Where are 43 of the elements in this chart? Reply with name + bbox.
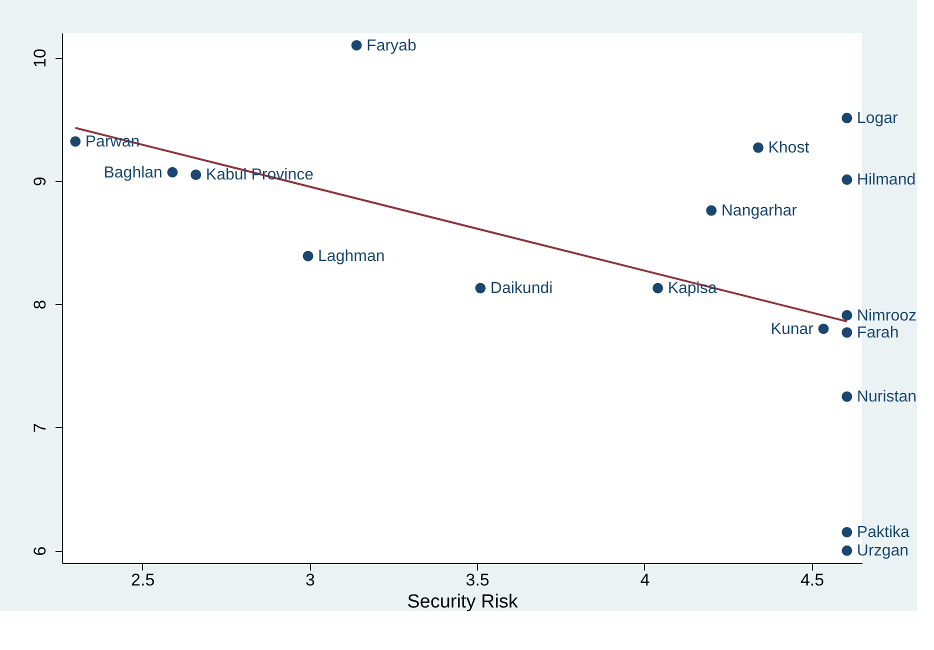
annotation: Nimrooz: [856, 307, 916, 324]
point: [842, 327, 852, 338]
annotation: Logar: [856, 110, 899, 128]
annotation: Urzgan: [856, 542, 909, 560]
point: [302, 250, 314, 262]
annotation: Kunar: [770, 320, 814, 338]
annotation: Laghman: [318, 248, 385, 266]
annotation: Hilmand: [856, 172, 916, 189]
point: [818, 324, 829, 334]
point: [706, 205, 717, 216]
point: [652, 282, 664, 294]
x-tick-label: 3: [305, 570, 315, 590]
annotation: Kapisa: [668, 280, 717, 298]
x-tick-label: 3.5: [466, 570, 490, 590]
annotation: Baghlan: [104, 164, 162, 182]
y-tick-label: 8: [30, 300, 50, 310]
point: [842, 310, 852, 320]
point: [752, 142, 764, 153]
point: [351, 40, 362, 51]
annotation: Parwan: [85, 133, 140, 150]
point: [842, 545, 852, 556]
x-tick-label: 4: [640, 570, 650, 590]
point: [842, 112, 852, 124]
annotation: Daikundi: [490, 280, 553, 298]
annotation: Nuristan: [856, 388, 917, 406]
x-tick-label: 4.5: [800, 570, 824, 590]
y-tick-label: 7: [30, 423, 50, 433]
point: [842, 391, 852, 402]
point: [70, 136, 81, 147]
x-tick-label: 2.5: [131, 570, 155, 590]
point: [167, 167, 178, 178]
point: [190, 170, 202, 180]
y-tick-label: 10: [30, 48, 50, 68]
point: [842, 174, 852, 185]
annotation: Paktika: [856, 524, 910, 542]
annotation: Nangarhar: [721, 202, 798, 220]
annotation: Faryab: [366, 37, 416, 54]
annotation: Farah: [856, 324, 899, 342]
point: [475, 282, 486, 294]
y-tick-label: 6: [30, 546, 50, 556]
y-tick-label: 9: [30, 176, 50, 186]
annotation: Khost: [768, 140, 810, 157]
point: [842, 526, 852, 538]
